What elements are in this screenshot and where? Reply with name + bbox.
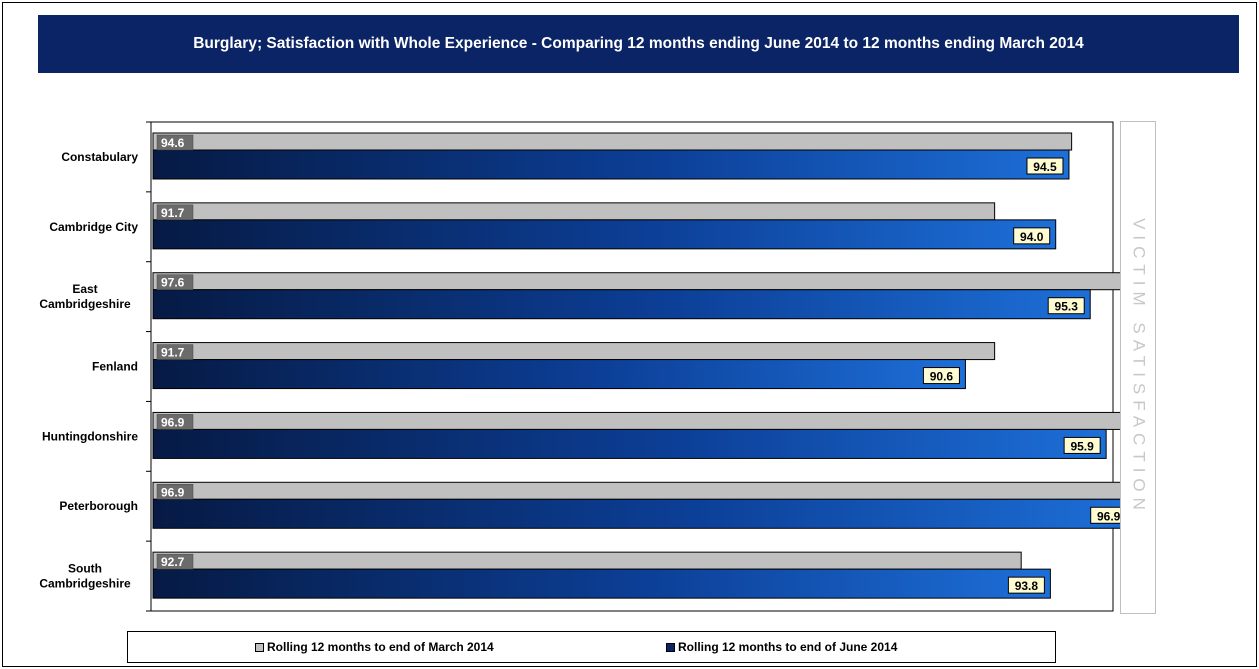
data-label-march: 91.7 [161,206,185,220]
side-label: VICTIM SATISFACTION [1130,218,1149,516]
side-label-box: VICTIM SATISFACTION [1120,121,1156,614]
category-label: Cambridgeshire [39,297,131,311]
bar-june [152,149,1070,180]
data-label-box-june [1063,436,1101,454]
data-label-box-march [156,344,194,360]
bar-june [152,289,1091,320]
data-label-march: 94.6 [161,136,185,150]
category-label: Peterborough [59,499,138,513]
bar-march [152,202,996,221]
bar-march [152,481,1134,500]
data-label-june: 90.6 [930,370,954,384]
category-label: East [72,282,97,296]
category-label: Huntingdonshire [42,429,138,443]
category-label: Fenland [92,360,138,374]
side-label-svg: VICTIM SATISFACTION [1130,218,1149,516]
bar-june [152,219,1057,250]
bar-march [152,411,1134,430]
legend-swatch-march [255,642,264,652]
data-label-june: 93.8 [1015,579,1039,593]
bar-march [152,342,996,361]
data-label-box-march [156,134,194,151]
legend-label-june: Rolling 12 months to end of June 2014 [678,640,898,654]
data-label-box-june [1026,157,1064,175]
data-label-box-march [156,553,194,570]
data-label-march: 96.9 [161,415,185,429]
data-label-march: 96.9 [161,485,185,499]
data-label-box-march [156,484,194,500]
data-label-box-june [1007,576,1045,594]
data-label-march: 91.7 [161,346,185,360]
data-label-june: 94.0 [1020,230,1044,244]
legend-item-march: Rolling 12 months to end of March 2014 [255,640,494,654]
data-label-march: 97.6 [161,276,185,290]
data-label-box-june [922,367,960,385]
data-label-june: 95.9 [1070,439,1094,453]
category-label: South [68,562,102,576]
chart-title-bar: Burglary; Satisfaction with Whole Experi… [38,15,1239,73]
bar-june [152,428,1107,459]
legend-item-june: Rolling 12 months to end of June 2014 [666,640,897,654]
data-label-box-march [156,274,194,290]
bar-june [152,498,1134,529]
bar-june [152,359,966,390]
data-label-june: 94.5 [1033,160,1057,174]
bar-march [152,272,1152,291]
category-label: Cambridge City [49,220,138,234]
data-label-box-march [156,204,194,221]
data-label-june: 95.3 [1055,300,1079,314]
legend: Rolling 12 months to end of March 2014 R… [127,631,1056,663]
bar-march [152,132,1073,151]
category-label: Cambridgeshire [39,577,131,591]
data-label-box-march [156,414,194,430]
category-label: Constabulary [61,150,138,164]
data-label-box-june [1047,297,1085,315]
legend-label-march: Rolling 12 months to end of March 2014 [267,640,494,654]
chart-title: Burglary; Satisfaction with Whole Experi… [193,35,1084,52]
bar-june [152,568,1051,599]
legend-swatch-june [666,642,675,652]
data-label-march: 92.7 [161,555,185,569]
data-label-june: 96.9 [1097,509,1121,523]
data-label-box-june [1013,227,1051,245]
bar-march [152,551,1022,570]
